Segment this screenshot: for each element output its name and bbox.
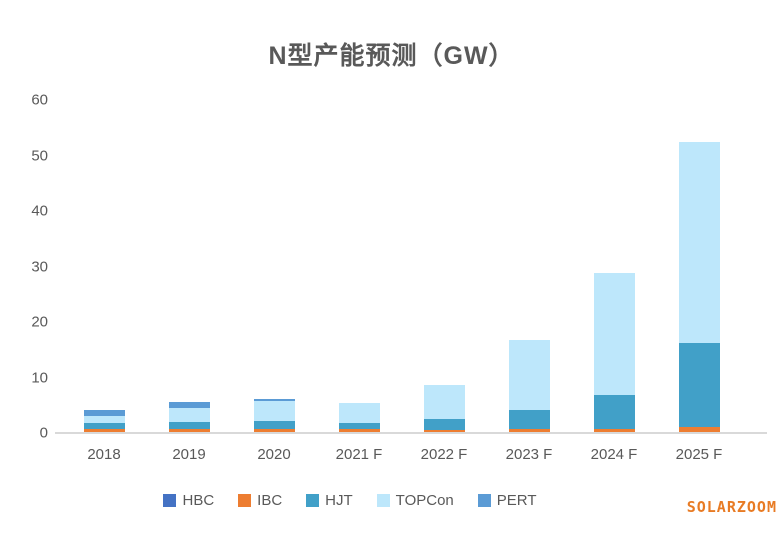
plot-area: [55, 100, 767, 433]
stacked-bar-2019: [168, 401, 210, 433]
bar-segment-hjt: [253, 420, 295, 430]
x-axis-tick-label: 2023 F: [505, 446, 553, 463]
stacked-bar-2025-f: [678, 141, 720, 433]
stacked-bar-2021-f: [338, 403, 380, 433]
bar-segment-topcon: [338, 403, 380, 424]
stacked-bar-2024-f: [593, 272, 635, 433]
bar-segment-topcon: [508, 340, 550, 410]
bar-segment-hjt: [423, 418, 465, 430]
chart-legend: HBC IBC HJT TOPCon PERT: [0, 492, 700, 509]
x-axis-tick-label: 2025 F: [675, 446, 723, 463]
legend-item-hbc: HBC: [163, 492, 214, 509]
y-axis-tick-label: 10: [31, 369, 48, 386]
bar-segment-topcon: [253, 401, 295, 421]
y-axis: 0 10 20 30 40 50 60: [0, 92, 48, 442]
legend-label: IBC: [257, 492, 283, 509]
legend-item-ibc: IBC: [238, 492, 282, 509]
stacked-bar-2020: [253, 399, 295, 433]
legend-swatch-icon: [477, 494, 491, 507]
y-axis-tick-label: 60: [31, 91, 48, 109]
bar-segment-topcon: [593, 272, 635, 395]
x-axis-tick-label: 2020: [257, 446, 291, 463]
legend-swatch-icon: [238, 494, 252, 507]
legend-label: HBC: [182, 492, 215, 509]
bar-segment-ibc: [168, 429, 210, 433]
x-axis-tick-label: 2024 F: [590, 446, 638, 463]
bar-segment-topcon: [83, 415, 125, 424]
bar-segment-ibc: [253, 429, 295, 433]
legend-item-topcon: TOPCon: [376, 492, 454, 509]
bar-segment-hjt: [678, 342, 720, 428]
x-axis-tick-label: 2019: [172, 446, 206, 463]
bar-segment-pert: [83, 409, 125, 416]
bar-segment-ibc: [423, 429, 465, 433]
legend-item-hjt: HJT: [306, 492, 353, 509]
bar-segment-hjt: [338, 423, 380, 430]
bar-segment-topcon: [423, 385, 465, 419]
legend-label: HJT: [325, 492, 353, 509]
legend-label: TOPCon: [395, 492, 454, 509]
bar-segment-ibc: [678, 427, 720, 433]
bar-segment-pert: [168, 401, 210, 409]
bar-segment-topcon: [168, 408, 210, 422]
bar-segment-ibc: [83, 428, 125, 433]
x-axis-tick-label: 2021 F: [335, 446, 383, 463]
bar-segment-ibc: [508, 429, 550, 433]
x-axis-baseline: [55, 432, 767, 434]
bar-segment-hjt: [508, 409, 550, 430]
bar-segment-hjt: [593, 394, 635, 430]
solarzoom-watermark: SOLARZOOM: [686, 498, 777, 516]
y-axis-tick-label: 50: [31, 147, 48, 164]
x-axis-labels: 2018 2019 2020 2021 F 2022 F 2023 F 2024 F 2025…: [0, 446, 783, 468]
y-axis-tick-label: 30: [31, 258, 48, 275]
y-axis-tick-label: 20: [31, 313, 48, 331]
legend-swatch-icon: [306, 494, 320, 507]
legend-item-pert: PERT: [477, 492, 537, 509]
stacked-bar-2023-f: [508, 340, 550, 433]
bar-segment-ibc: [593, 429, 635, 433]
bar-segment-hjt: [168, 421, 210, 430]
x-axis-tick-label: 2022 F: [420, 446, 468, 463]
bar-segment-pert: [253, 399, 295, 402]
bar-segment-hjt: [83, 423, 125, 429]
legend-label: PERT: [496, 492, 537, 509]
x-axis-tick-label: 2018: [87, 446, 121, 463]
bar-segment-topcon: [678, 141, 720, 343]
chart-title: N型产能预测（GW）: [268, 42, 515, 70]
stacked-bar-2018: [83, 409, 125, 433]
legend-swatch-icon: [376, 494, 390, 507]
y-axis-tick-label: 40: [31, 202, 48, 220]
bar-segment-ibc: [338, 429, 380, 433]
stacked-bar-2022-f: [423, 385, 465, 433]
y-axis-tick-label: 0: [39, 424, 48, 442]
legend-swatch-icon: [163, 494, 177, 507]
